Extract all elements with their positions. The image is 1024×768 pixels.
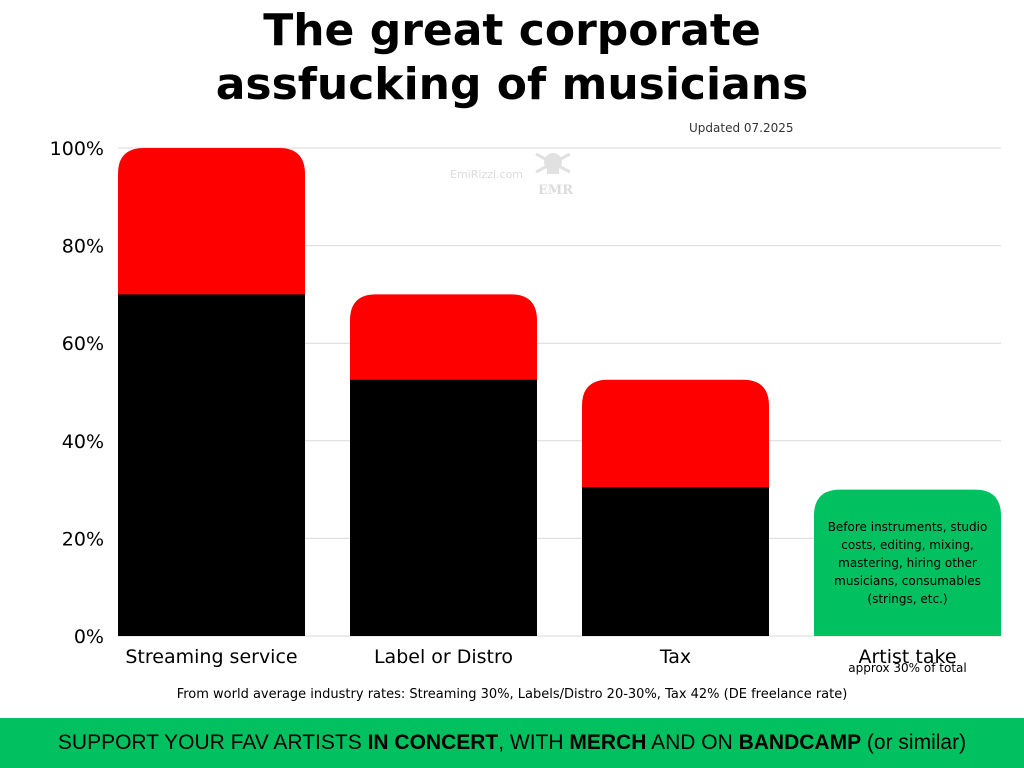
updated-date: Updated 07.2025 [689,121,794,135]
y-tick-label: 20% [62,528,104,550]
artist-note-line: costs, editing, mixing, [841,538,974,552]
support-banner: SUPPORT YOUR FAV ARTISTS IN CONCERT, WIT… [0,718,1024,768]
x-category-label: Tax [659,646,691,668]
x-category-label: Label or Distro [374,646,513,668]
artist-take-subtitle: approx 30% of total [848,661,966,675]
chart-title: The great corporate assfucking of musici… [0,4,1024,112]
watermark-logo: EmiRizzi.com EMR [450,152,573,198]
watermark-logo-text: EMR [538,183,573,198]
y-tick-label: 100% [50,138,104,160]
y-tick-label: 40% [62,431,104,453]
banner-text-4: (or similar) [861,731,967,754]
chart-title-line-2: assfucking of musicians [215,59,809,110]
banner-bold-concert: IN CONCERT [367,731,499,754]
banner-text-3: AND ON [646,731,739,754]
banner-bold-bandcamp: BANDCAMP [738,731,862,754]
y-tick-label: 60% [62,333,104,355]
source-footnote: From world average industry rates: Strea… [176,687,848,702]
stacked-bar-chart: 0% 20% 40% 60% 80% 100% Streaming service Label… [50,138,1001,675]
x-category-label: Streaming service [125,646,297,668]
bar-segment-remaining [350,379,537,636]
artist-note-line: mastering, hiring other [838,556,977,570]
x-category-label: Artist take [858,646,956,668]
artist-note-line: musicians, consumables [834,574,981,588]
bar-artist-take [814,489,1001,636]
banner-text-1: SUPPORT YOUR FAV ARTISTS [57,731,368,754]
bar-segment-remaining [582,487,769,636]
y-tick-label: 0% [74,626,104,648]
watermark-text: EmiRizzi.com [450,168,523,181]
bar-segment-remaining [118,294,305,636]
artist-note-line: Before instruments, studio [828,520,988,534]
banner-bold-merch: MERCH [569,731,647,754]
chart-title-line-1: The great corporate [263,5,761,56]
artist-note-line: (strings, etc.) [867,592,947,606]
y-tick-label: 80% [62,236,104,258]
banner-text-2: , WITH [498,731,570,754]
